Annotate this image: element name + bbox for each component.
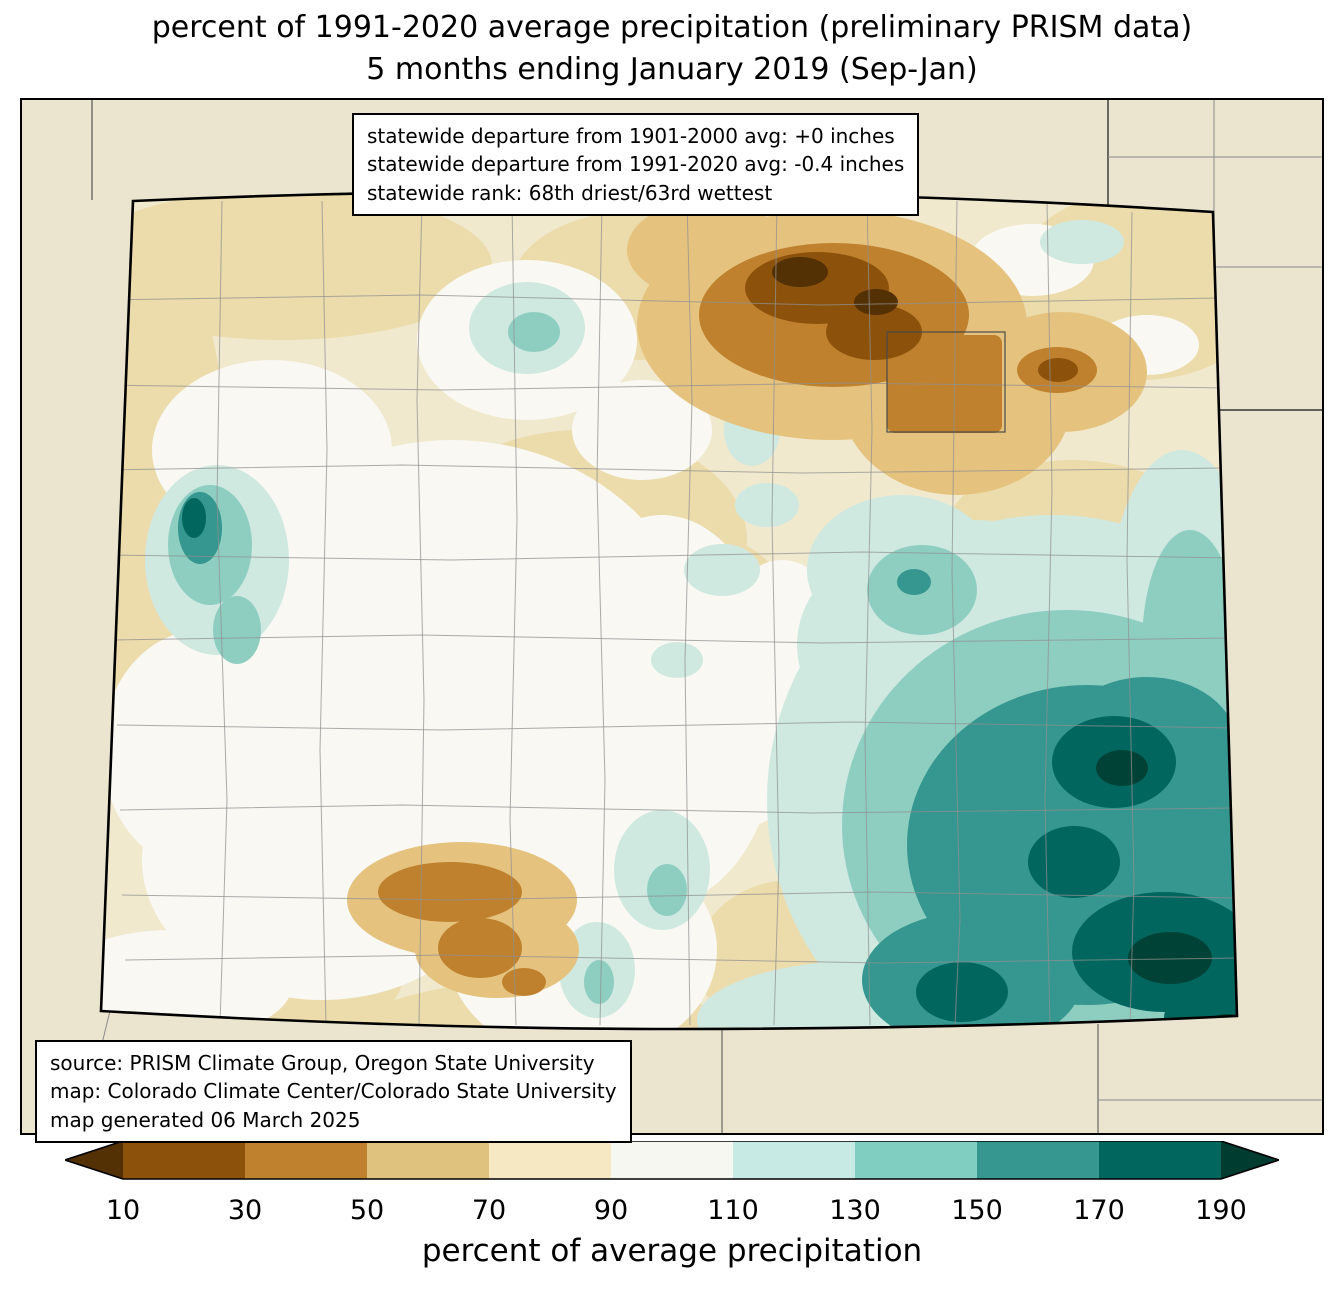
colorbar-area: 10 30 50 70 90 110 130 150 170 190 percent of ave… xyxy=(0,1141,1344,1269)
colorbar-segment xyxy=(123,1141,245,1179)
colorbar-tick-label: 190 xyxy=(1195,1195,1247,1226)
map-region-dry-darkest xyxy=(772,257,898,315)
colorbar-segment xyxy=(489,1141,611,1179)
stats-line-2: statewide departure from 1991-2020 avg: … xyxy=(367,152,905,177)
colorbar-tick-label: 170 xyxy=(1073,1195,1125,1226)
colorbar-segment xyxy=(245,1141,367,1179)
colorbar-tick-label: 150 xyxy=(951,1195,1003,1226)
source-attribution-box: source: PRISM Climate Group, Oregon Stat… xyxy=(35,1040,632,1144)
colorbar-segment xyxy=(855,1141,977,1179)
source-line-3: map generated 06 March 2025 xyxy=(50,1107,361,1132)
colorbar-arrow-left xyxy=(65,1141,123,1179)
colorbar-tick-label: 90 xyxy=(594,1195,628,1226)
colorbar-segment xyxy=(733,1141,855,1179)
map-frame: statewide departure from 1901-2000 avg: … xyxy=(20,98,1324,1144)
colorbar-segment xyxy=(977,1141,1099,1179)
colorbar-tick-label: 130 xyxy=(829,1195,881,1226)
colorbar-axis-label: percent of average precipitation xyxy=(421,1233,923,1269)
colorbar-tick-label: 50 xyxy=(350,1195,384,1226)
statewide-stats-box: statewide departure from 1901-2000 avg: … xyxy=(352,113,920,217)
stats-line-1: statewide departure from 1901-2000 avg: … xyxy=(367,124,895,148)
colorbar-segment xyxy=(611,1141,733,1179)
colorbar-tick-label: 110 xyxy=(707,1195,759,1226)
colorbar-arrow-right xyxy=(1221,1141,1279,1179)
source-line-2: map: Colorado Climate Center/Colorado St… xyxy=(50,1079,617,1104)
source-line-1: source: PRISM Climate Group, Oregon Stat… xyxy=(50,1051,595,1075)
page-title-line-2: 5 months ending January 2019 (Sep-Jan) xyxy=(366,52,978,87)
colorbar-segment xyxy=(367,1141,489,1179)
page-title-line-1: percent of 1991-2020 average precipitati… xyxy=(151,10,1193,45)
colorado-precipitation-map xyxy=(79,100,1322,1133)
colorbar-segment xyxy=(1099,1141,1221,1179)
stats-line-3: statewide rank: 68th driest/63rd wettest xyxy=(367,180,773,205)
colorbar-outline xyxy=(65,1141,1279,1180)
colorbar-tick-label: 70 xyxy=(472,1195,506,1226)
colorbar: 10 30 50 70 90 110 130 150 170 190 xyxy=(65,1141,1279,1226)
colorbar-tick-label: 10 xyxy=(106,1195,140,1226)
colorbar-tick-label: 30 xyxy=(228,1195,262,1226)
county-lines xyxy=(101,200,1237,1026)
